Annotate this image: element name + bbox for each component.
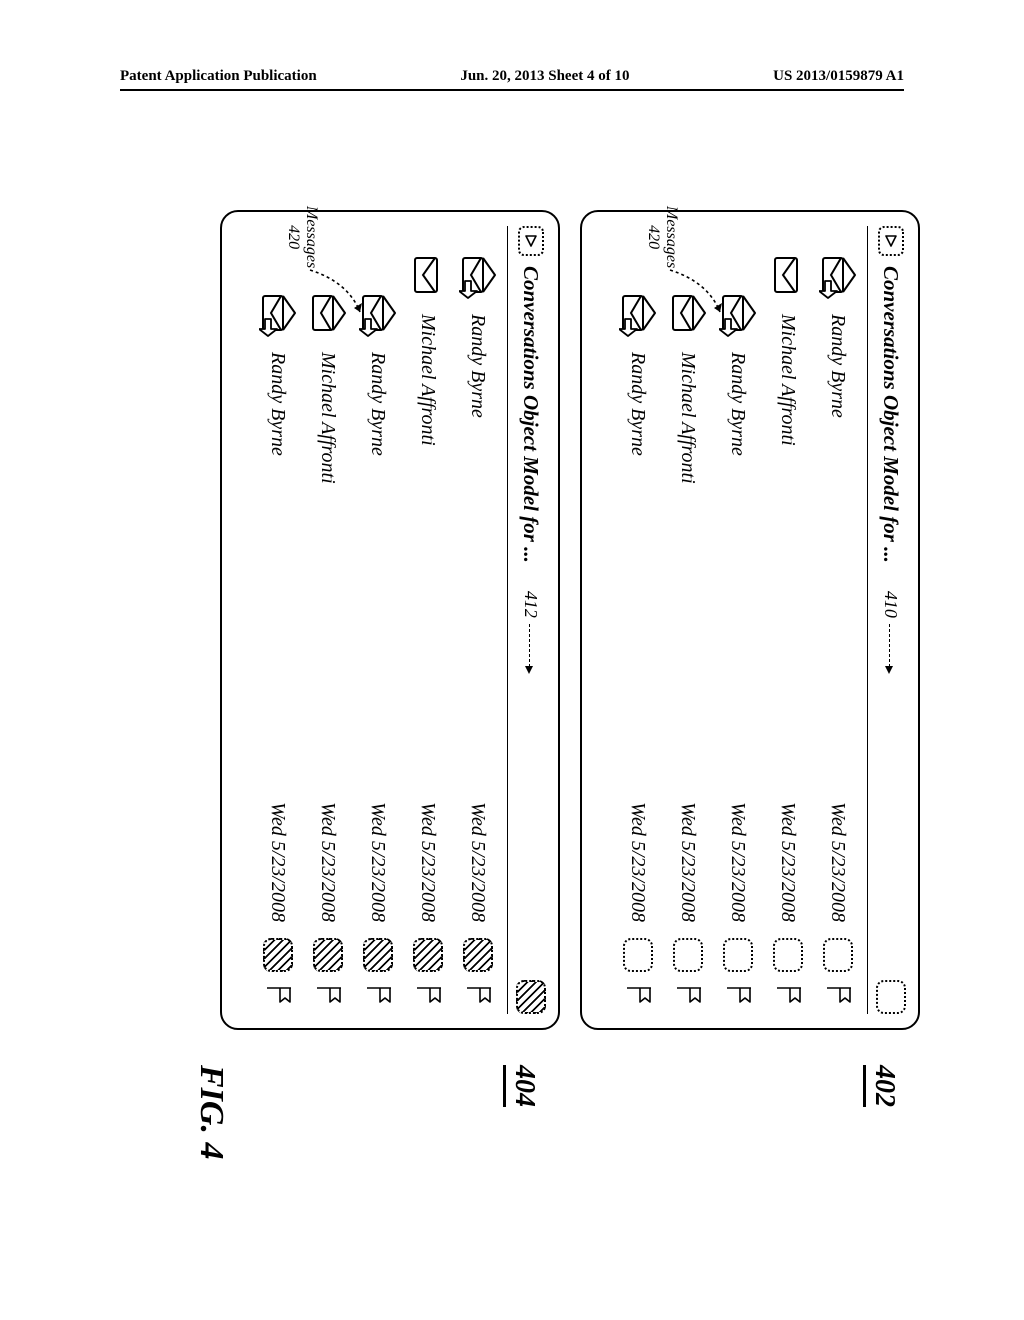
message-date: Wed 5/23/2008 [827, 802, 850, 922]
panel-ref-label: 404 [503, 1065, 540, 1107]
flag-icon[interactable] [263, 984, 293, 1010]
category-box[interactable] [623, 938, 653, 972]
mail-icon [769, 254, 807, 300]
header-center: Jun. 20, 2013 Sheet 4 of 10 [460, 68, 629, 85]
message-date: Wed 5/23/2008 [317, 802, 340, 922]
messages-arrow [268, 252, 388, 372]
category-box[interactable] [723, 938, 753, 972]
sender-name: Randy Byrne [467, 314, 490, 524]
flag-icon[interactable] [673, 984, 703, 1010]
message-date: Wed 5/23/2008 [417, 802, 440, 922]
category-box[interactable] [876, 980, 906, 1014]
expand-icon[interactable] [878, 226, 904, 256]
sender-name: Randy Byrne [627, 352, 650, 562]
category-box[interactable] [363, 938, 393, 972]
mail-icon [459, 254, 497, 300]
sender-name: Randy Byrne [827, 314, 850, 524]
flag-icon[interactable] [623, 984, 653, 1010]
category-box[interactable] [463, 938, 493, 972]
flag-icon[interactable] [773, 984, 803, 1010]
header-left: Patent Application Publication [120, 68, 317, 85]
sender-name: Randy Byrne [367, 352, 390, 562]
sender-name: Michael Affronti [777, 314, 800, 524]
message-date: Wed 5/23/2008 [467, 802, 490, 922]
mail-icon [819, 254, 857, 300]
conversation-panel: Conversations Object Model for ... 412 R… [220, 210, 560, 1030]
message-date: Wed 5/23/2008 [727, 802, 750, 922]
sender-name: Michael Affronti [317, 352, 340, 562]
message-date: Wed 5/23/2008 [367, 802, 390, 922]
expand-icon[interactable] [518, 226, 544, 256]
message-date: Wed 5/23/2008 [627, 802, 650, 922]
message-row[interactable]: Michael Affronti Wed 5/23/2008 [763, 226, 813, 1014]
conversation-panel: Conversations Object Model for ... 410 R… [580, 210, 920, 1030]
category-box[interactable] [413, 938, 443, 972]
header-ref-label: 410 [881, 591, 902, 672]
sender-name: Michael Affronti [417, 314, 440, 524]
header-ref-label: 412 [521, 591, 542, 672]
category-box[interactable] [516, 980, 546, 1014]
panel-ref-label: 402 [863, 1065, 900, 1107]
panel-header: Conversations Object Model for ... 412 [507, 226, 546, 1014]
message-row[interactable]: Michael Affronti Wed 5/23/2008 [403, 226, 453, 1014]
sender-name: Randy Byrne [727, 352, 750, 562]
conversation-title: Conversations Object Model for ... [879, 266, 904, 563]
flag-icon[interactable] [463, 984, 493, 1010]
messages-arrow [628, 252, 748, 372]
panel-header: Conversations Object Model for ... 410 [867, 226, 906, 1014]
sender-name: Randy Byrne [267, 352, 290, 562]
figure-label: FIG. 4 [192, 1065, 230, 1159]
category-box[interactable] [673, 938, 703, 972]
message-date: Wed 5/23/2008 [677, 802, 700, 922]
message-date: Wed 5/23/2008 [777, 802, 800, 922]
message-row[interactable]: Randy Byrne Wed 5/23/2008 [813, 226, 863, 1014]
category-box[interactable] [773, 938, 803, 972]
sender-name: Michael Affronti [677, 352, 700, 562]
flag-icon[interactable] [823, 984, 853, 1010]
figure-content: Conversations Object Model for ... 410 R… [80, 170, 950, 1220]
conversation-title: Conversations Object Model for ... [519, 266, 544, 563]
message-row[interactable]: Randy Byrne Wed 5/23/2008 [453, 226, 503, 1014]
figure-area: Conversations Object Model for ... 410 R… [0, 260, 1024, 1130]
page-header: Patent Application Publication Jun. 20, … [120, 68, 904, 91]
flag-icon[interactable] [723, 984, 753, 1010]
category-box[interactable] [313, 938, 343, 972]
header-right: US 2013/0159879 A1 [773, 68, 904, 85]
flag-icon[interactable] [363, 984, 393, 1010]
category-box[interactable] [263, 938, 293, 972]
flag-icon[interactable] [313, 984, 343, 1010]
message-date: Wed 5/23/2008 [267, 802, 290, 922]
mail-icon [409, 254, 447, 300]
category-box[interactable] [823, 938, 853, 972]
flag-icon[interactable] [413, 984, 443, 1010]
